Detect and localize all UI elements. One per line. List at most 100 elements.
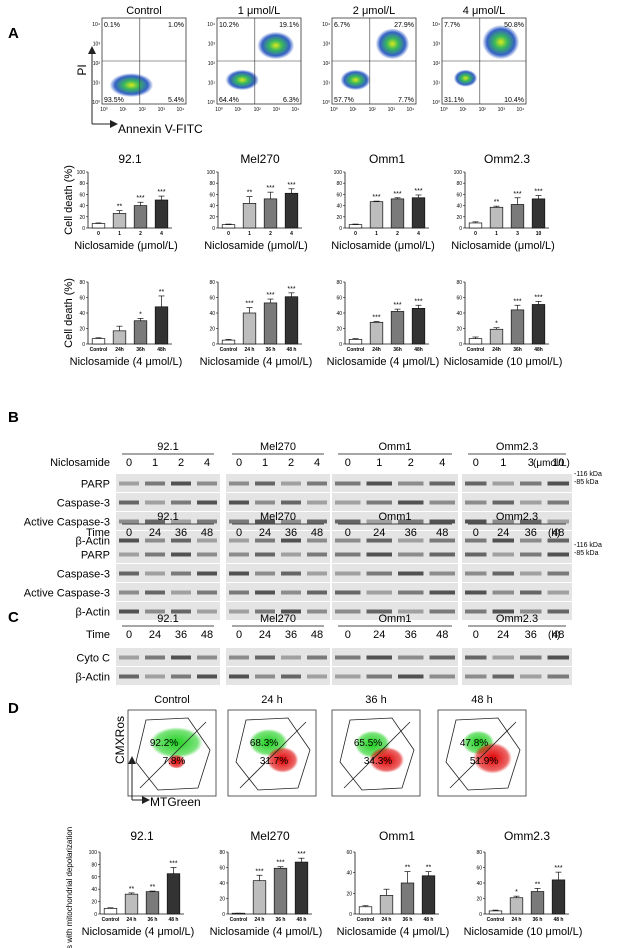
flow-x-label: Annexin V-FITC xyxy=(118,122,203,136)
blot-row-label: Caspase-3 xyxy=(57,569,110,581)
blot-band xyxy=(429,674,455,679)
blot-strip xyxy=(462,583,572,601)
blot-strip xyxy=(462,602,572,620)
blot-band xyxy=(229,674,249,679)
bar-chart: Omm2.3 0 20 40 60 80 100 0 ** 1 *** 3 *** 10 Niclosami… xyxy=(451,152,555,252)
blot-band xyxy=(335,655,361,660)
blot-band xyxy=(429,538,455,543)
blot-section-time: 92.1 Mel270 Omm1 Omm2.3 Time 0 24 36 48 0 24 36 48 0 2… xyxy=(24,511,602,620)
blot-strip xyxy=(116,493,220,511)
chart-bar xyxy=(294,861,309,915)
blot-band xyxy=(465,500,487,505)
blot-band xyxy=(520,519,542,524)
blot-band xyxy=(171,674,191,679)
chart-category: 1 xyxy=(248,231,251,237)
chart-y-tick: 0 xyxy=(339,342,342,348)
chart-y-tick: 40 xyxy=(219,881,225,887)
blot-band xyxy=(366,655,392,660)
chart-bar xyxy=(369,201,384,229)
blot-band xyxy=(520,500,542,505)
blot-lane-label: 0 xyxy=(126,527,132,539)
mito-green-value: 47.8% xyxy=(460,738,488,749)
blot-lane-label: 24 xyxy=(259,527,271,539)
chart-y-tick: 40 xyxy=(346,871,352,877)
flow-x-tick: 10⁴ xyxy=(517,107,525,113)
blot-band xyxy=(119,552,139,557)
blot-lane-label: 24 xyxy=(497,527,509,539)
blot-band xyxy=(398,519,424,524)
blot-band xyxy=(366,674,392,679)
mito-gate-divider xyxy=(139,721,207,789)
blot-band xyxy=(465,655,487,660)
blot-band xyxy=(429,590,455,595)
blot-cell-name: Omm1 xyxy=(379,613,412,625)
blot-band xyxy=(119,481,139,486)
chart-bar xyxy=(133,320,148,345)
chart-category: 0 xyxy=(97,231,100,237)
chart-significance: *** xyxy=(266,185,274,192)
chart-bar xyxy=(284,192,299,229)
blot-band xyxy=(492,481,514,486)
mito-plot: 24 h 68.3% 31.7% xyxy=(227,694,317,797)
blot-lane-label: 0 xyxy=(236,527,242,539)
blot-strip xyxy=(116,545,220,563)
blot-strip xyxy=(332,583,458,601)
chart-y-tick: 40 xyxy=(476,881,482,887)
blot-treatment-label: Time xyxy=(86,629,110,641)
blot-cell-name: Mel270 xyxy=(260,511,296,523)
blot-band xyxy=(171,481,191,486)
chart-category: 36 h xyxy=(532,917,542,923)
chart-significance: *** xyxy=(245,301,253,308)
chart-category: 48h xyxy=(414,347,423,353)
chart-bar xyxy=(421,875,436,915)
blot-band xyxy=(119,538,139,543)
blot-strip xyxy=(116,667,220,685)
chart-y-tick: 20 xyxy=(336,327,342,333)
chart-y-tick: 80 xyxy=(456,181,462,187)
blot-band xyxy=(229,538,249,543)
chart-y-tick: 40 xyxy=(209,311,215,317)
blot-band xyxy=(547,655,569,660)
chart-category: 4 xyxy=(290,231,293,237)
mito-y-arrowhead xyxy=(128,756,136,764)
chart-y-tick: 20 xyxy=(346,891,352,897)
flow-y-tick: 10² xyxy=(433,61,441,67)
blot-band xyxy=(492,538,514,543)
chart-category: 10 xyxy=(536,231,542,237)
flow-y-tick: 10² xyxy=(93,61,101,67)
blot-unit-label: (h) xyxy=(548,630,560,641)
chart-y-tick: 60 xyxy=(476,866,482,872)
blot-lane-label: 24 xyxy=(259,629,271,641)
flow-x-tick: 10³ xyxy=(498,107,506,113)
chart-y-tick: 40 xyxy=(209,204,215,210)
bar-chart: Omm1 0 20 40 60 80 100 0 *** 1 *** 2 *** 4 Niclosamide… xyxy=(331,152,435,252)
flow-y-tick: 10⁴ xyxy=(207,22,215,28)
chart-bar xyxy=(263,198,278,229)
blot-lane-label: 24 xyxy=(149,527,161,539)
chart-bar xyxy=(411,197,426,229)
chart-category: 1 xyxy=(118,231,121,237)
flow-x-tick: 10⁴ xyxy=(177,107,185,113)
chart-bar xyxy=(273,867,288,915)
blot-lane-label: 24 xyxy=(497,629,509,641)
blot-strip xyxy=(462,545,572,563)
blot-treatment-label: Niclosamide xyxy=(50,457,110,469)
mito-gate-divider xyxy=(239,721,307,789)
chart-bar xyxy=(91,338,106,345)
chart-xlabel: Niclosamide (μmol/L) xyxy=(74,240,178,252)
chart-y-tick: 0 xyxy=(459,342,462,348)
blot-band xyxy=(520,538,542,543)
blot-band xyxy=(398,500,424,505)
mito-green-cluster xyxy=(150,727,203,759)
flow-plot-title: 4 μmol/L xyxy=(463,5,505,17)
bar-chart: Mel270 0 20 40 60 80 Control *** 24 h *** 36 h *** 4… xyxy=(210,829,323,938)
blot-band xyxy=(307,674,327,679)
blot-band xyxy=(197,519,217,524)
chart-significance: *** xyxy=(372,194,380,201)
blot-band xyxy=(398,481,424,486)
blot-lane-label: 48 xyxy=(201,527,213,539)
flow-quadrant-value: 7.7% xyxy=(398,97,414,104)
chart-significance: ** xyxy=(405,865,411,872)
